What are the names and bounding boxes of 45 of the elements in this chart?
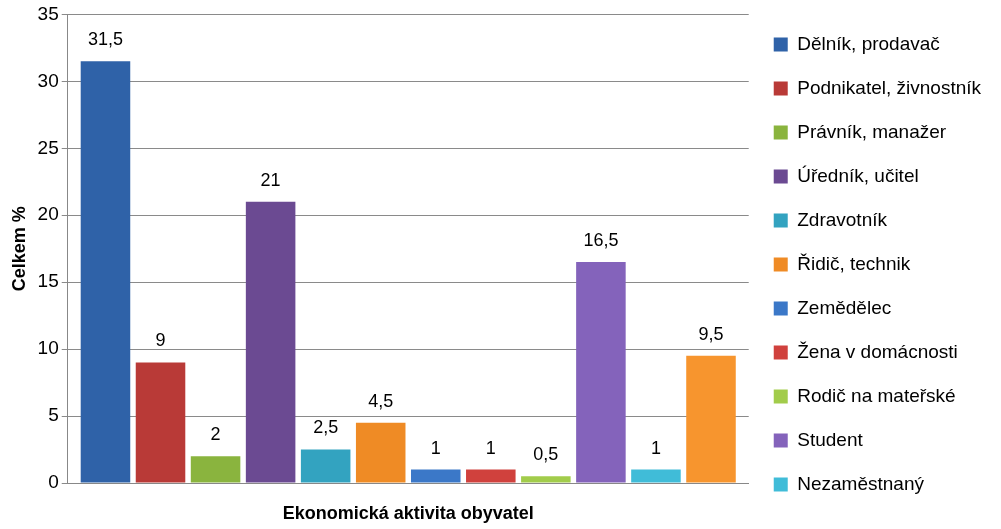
legend-label: Nezaměstnaný [797,472,925,494]
data-label: 16,5 [583,230,619,251]
bar [410,469,461,483]
bar [355,422,406,483]
data-label: 1 [650,437,661,458]
data-label: 1 [485,437,496,458]
data-label: 21 [260,169,281,190]
bar [466,469,516,483]
bar [521,476,571,483]
legend-label: Úředník, učitel [797,164,919,186]
legend-label: Zemědělec [797,296,892,318]
bar [300,449,351,483]
data-label: 1 [430,437,441,458]
bar [576,262,626,483]
y-tick-label: 30 [37,69,59,91]
y-axis-title: Celkem % [8,206,29,292]
data-label: 2 [210,424,221,445]
legend-label: Právník, manažer [797,120,947,142]
legend-label: Řidič, technik [797,252,911,274]
bar [135,362,186,483]
bar [245,201,296,483]
data-label: 9,5 [698,323,724,344]
y-tick-label: 15 [37,270,59,292]
bar [686,355,736,483]
y-tick-label: 20 [37,203,59,225]
data-label: 9 [155,330,166,351]
data-label: 0,5 [533,444,559,465]
bar [80,61,131,483]
y-tick-label: 25 [37,136,59,158]
bar [631,469,681,483]
legend-label: Zdravotník [797,208,888,230]
data-label: 4,5 [368,390,394,411]
y-tick-label: 10 [37,337,59,359]
data-label: 2,5 [313,417,339,438]
y-tick-label: 35 [37,2,59,24]
y-tick-label: 5 [48,404,59,426]
legend-label: Dělník, prodavač [797,32,940,54]
legend-label: Student [797,428,864,450]
legend-label: Podnikatel, živnostník [797,76,982,98]
data-label: 31,5 [87,29,123,50]
x-axis-title: Ekonomická aktivita obyvatel [282,503,534,524]
legend-label: Rodič na mateřské [797,384,956,406]
bar [190,456,241,483]
y-tick-label: 0 [48,471,59,493]
legend-label: Žena v domácnosti [797,340,958,362]
